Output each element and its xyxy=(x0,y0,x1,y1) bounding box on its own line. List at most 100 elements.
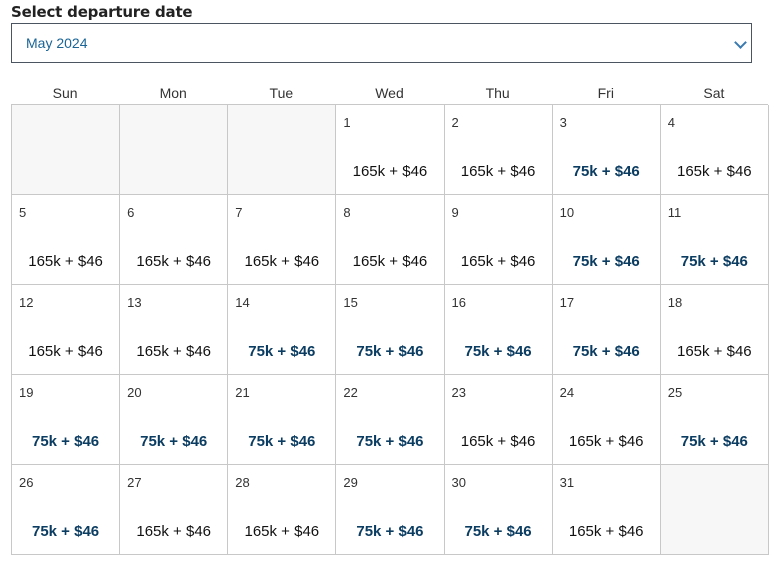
day-number: 25 xyxy=(667,385,683,400)
day-cell[interactable]: 6 165k + $46 xyxy=(120,195,229,285)
day-number: 2 xyxy=(451,115,459,130)
empty-day-cell xyxy=(12,105,121,195)
low-price: 75k + $46 xyxy=(572,163,640,180)
weekday-label: Tue xyxy=(269,85,294,101)
price: 165k + $46 xyxy=(460,433,536,450)
day-cell[interactable]: 4 165k + $46 xyxy=(660,105,769,195)
price: 165k + $46 xyxy=(352,253,428,270)
day-cell[interactable]: 19 75k + $46 xyxy=(12,375,121,465)
low-price: 75k + $46 xyxy=(464,523,532,540)
day-number: 31 xyxy=(559,475,575,490)
day-cell[interactable]: 31 165k + $46 xyxy=(552,465,661,555)
day-number: 21 xyxy=(235,385,250,400)
day-cell[interactable]: 24 165k + $46 xyxy=(552,375,661,465)
low-price: 75k + $46 xyxy=(31,433,100,450)
empty-day-cell xyxy=(660,465,769,555)
weekday-label: Wed xyxy=(375,85,404,101)
day-number: 5 xyxy=(19,205,27,220)
low-price: 75k + $46 xyxy=(31,523,100,540)
low-price: 75k + $46 xyxy=(464,343,532,360)
day-cell[interactable]: 18 165k + $46 xyxy=(660,285,769,375)
price: 165k + $46 xyxy=(28,343,103,360)
day-cell[interactable]: 14 75k + $46 xyxy=(228,285,337,375)
weekday-header: Sun Mon Tue Wed Thu Fri Sat xyxy=(11,85,768,101)
price: 165k + $46 xyxy=(244,253,320,270)
day-number: 14 xyxy=(235,295,250,310)
day-number: 17 xyxy=(559,295,575,310)
day-cell[interactable]: 23 165k + $46 xyxy=(444,375,553,465)
day-cell[interactable]: 7 165k + $46 xyxy=(228,195,337,285)
day-number: 8 xyxy=(343,205,351,220)
day-cell[interactable]: 2 165k + $46 xyxy=(444,105,553,195)
day-number: 3 xyxy=(559,115,567,130)
day-cell[interactable]: 5 165k + $46 xyxy=(12,195,121,285)
day-number: 9 xyxy=(451,205,459,220)
day-cell[interactable]: 10 75k + $46 xyxy=(552,195,661,285)
day-cell[interactable]: 30 75k + $46 xyxy=(444,465,553,555)
low-price: 75k + $46 xyxy=(356,523,424,540)
day-number: 13 xyxy=(127,295,142,310)
low-price: 75k + $46 xyxy=(680,253,748,270)
day-cell[interactable]: 16 75k + $46 xyxy=(444,285,553,375)
day-number: 29 xyxy=(343,475,358,490)
price: 165k + $46 xyxy=(244,523,320,540)
day-number: 15 xyxy=(343,295,358,310)
day-cell[interactable]: 13 165k + $46 xyxy=(120,285,229,375)
day-cell[interactable]: 15 75k + $46 xyxy=(336,285,445,375)
price: 165k + $46 xyxy=(568,433,644,450)
day-cell[interactable]: 17 75k + $46 xyxy=(552,285,661,375)
day-cell[interactable]: 28 165k + $46 xyxy=(228,465,337,555)
day-number: 22 xyxy=(343,385,358,400)
low-price: 75k + $46 xyxy=(248,433,316,450)
weekday-label: Sat xyxy=(703,85,725,101)
day-cell[interactable]: 27 165k + $46 xyxy=(120,465,229,555)
day-number: 4 xyxy=(667,115,675,130)
day-cell[interactable]: 29 75k + $46 xyxy=(336,465,445,555)
empty-day-cell xyxy=(228,105,337,195)
day-cell[interactable]: 9 165k + $46 xyxy=(444,195,553,285)
price: 165k + $46 xyxy=(460,253,536,270)
month-select[interactable]: May 2024 xyxy=(11,23,752,63)
day-number: 1 xyxy=(343,115,351,130)
day-cell[interactable]: 8 165k + $46 xyxy=(336,195,445,285)
day-number: 7 xyxy=(235,205,243,220)
calendar-grid: 1 165k + $46 2 165k + $46 3 75k + $46 4 165k + … xyxy=(11,104,769,555)
low-price: 75k + $46 xyxy=(248,343,316,360)
day-cell[interactable]: 22 75k + $46 xyxy=(336,375,445,465)
day-cell[interactable]: 1 165k + $46 xyxy=(336,105,445,195)
day-number: 24 xyxy=(559,385,575,400)
day-number: 20 xyxy=(127,385,142,400)
day-cell[interactable]: 21 75k + $46 xyxy=(228,375,337,465)
day-cell[interactable]: 12 165k + $46 xyxy=(12,285,121,375)
day-number: 16 xyxy=(451,295,466,310)
weekday-label: Sun xyxy=(52,85,78,101)
day-number: 6 xyxy=(127,205,135,220)
price: 165k + $46 xyxy=(136,343,212,360)
chevron-down-icon xyxy=(734,36,747,49)
day-cell[interactable]: 20 75k + $46 xyxy=(120,375,229,465)
day-cell[interactable]: 3 75k + $46 xyxy=(552,105,661,195)
day-cell[interactable]: 26 75k + $46 xyxy=(12,465,121,555)
day-cell[interactable]: 11 75k + $46 xyxy=(660,195,769,285)
price: 165k + $46 xyxy=(28,253,103,270)
day-number: 27 xyxy=(127,475,142,490)
day-cell[interactable]: 25 75k + $46 xyxy=(660,375,769,465)
day-number: 30 xyxy=(451,475,466,490)
price: 165k + $46 xyxy=(676,343,752,360)
weekday-label: Thu xyxy=(485,85,510,101)
price: 165k + $46 xyxy=(676,163,752,180)
select-departure-date-label: Select departure date xyxy=(11,3,193,21)
day-number: 28 xyxy=(235,475,250,490)
low-price: 75k + $46 xyxy=(356,343,424,360)
low-price: 75k + $46 xyxy=(356,433,424,450)
price: 165k + $46 xyxy=(460,163,536,180)
low-price: 75k + $46 xyxy=(680,433,748,450)
price: 165k + $46 xyxy=(352,163,428,180)
day-number: 18 xyxy=(667,295,683,310)
day-number: 11 xyxy=(667,205,682,220)
price: 165k + $46 xyxy=(136,253,212,270)
weekday-label: Fri xyxy=(597,85,614,101)
empty-day-cell xyxy=(120,105,229,195)
day-number: 26 xyxy=(19,475,34,490)
weekday-label: Mon xyxy=(159,85,187,101)
